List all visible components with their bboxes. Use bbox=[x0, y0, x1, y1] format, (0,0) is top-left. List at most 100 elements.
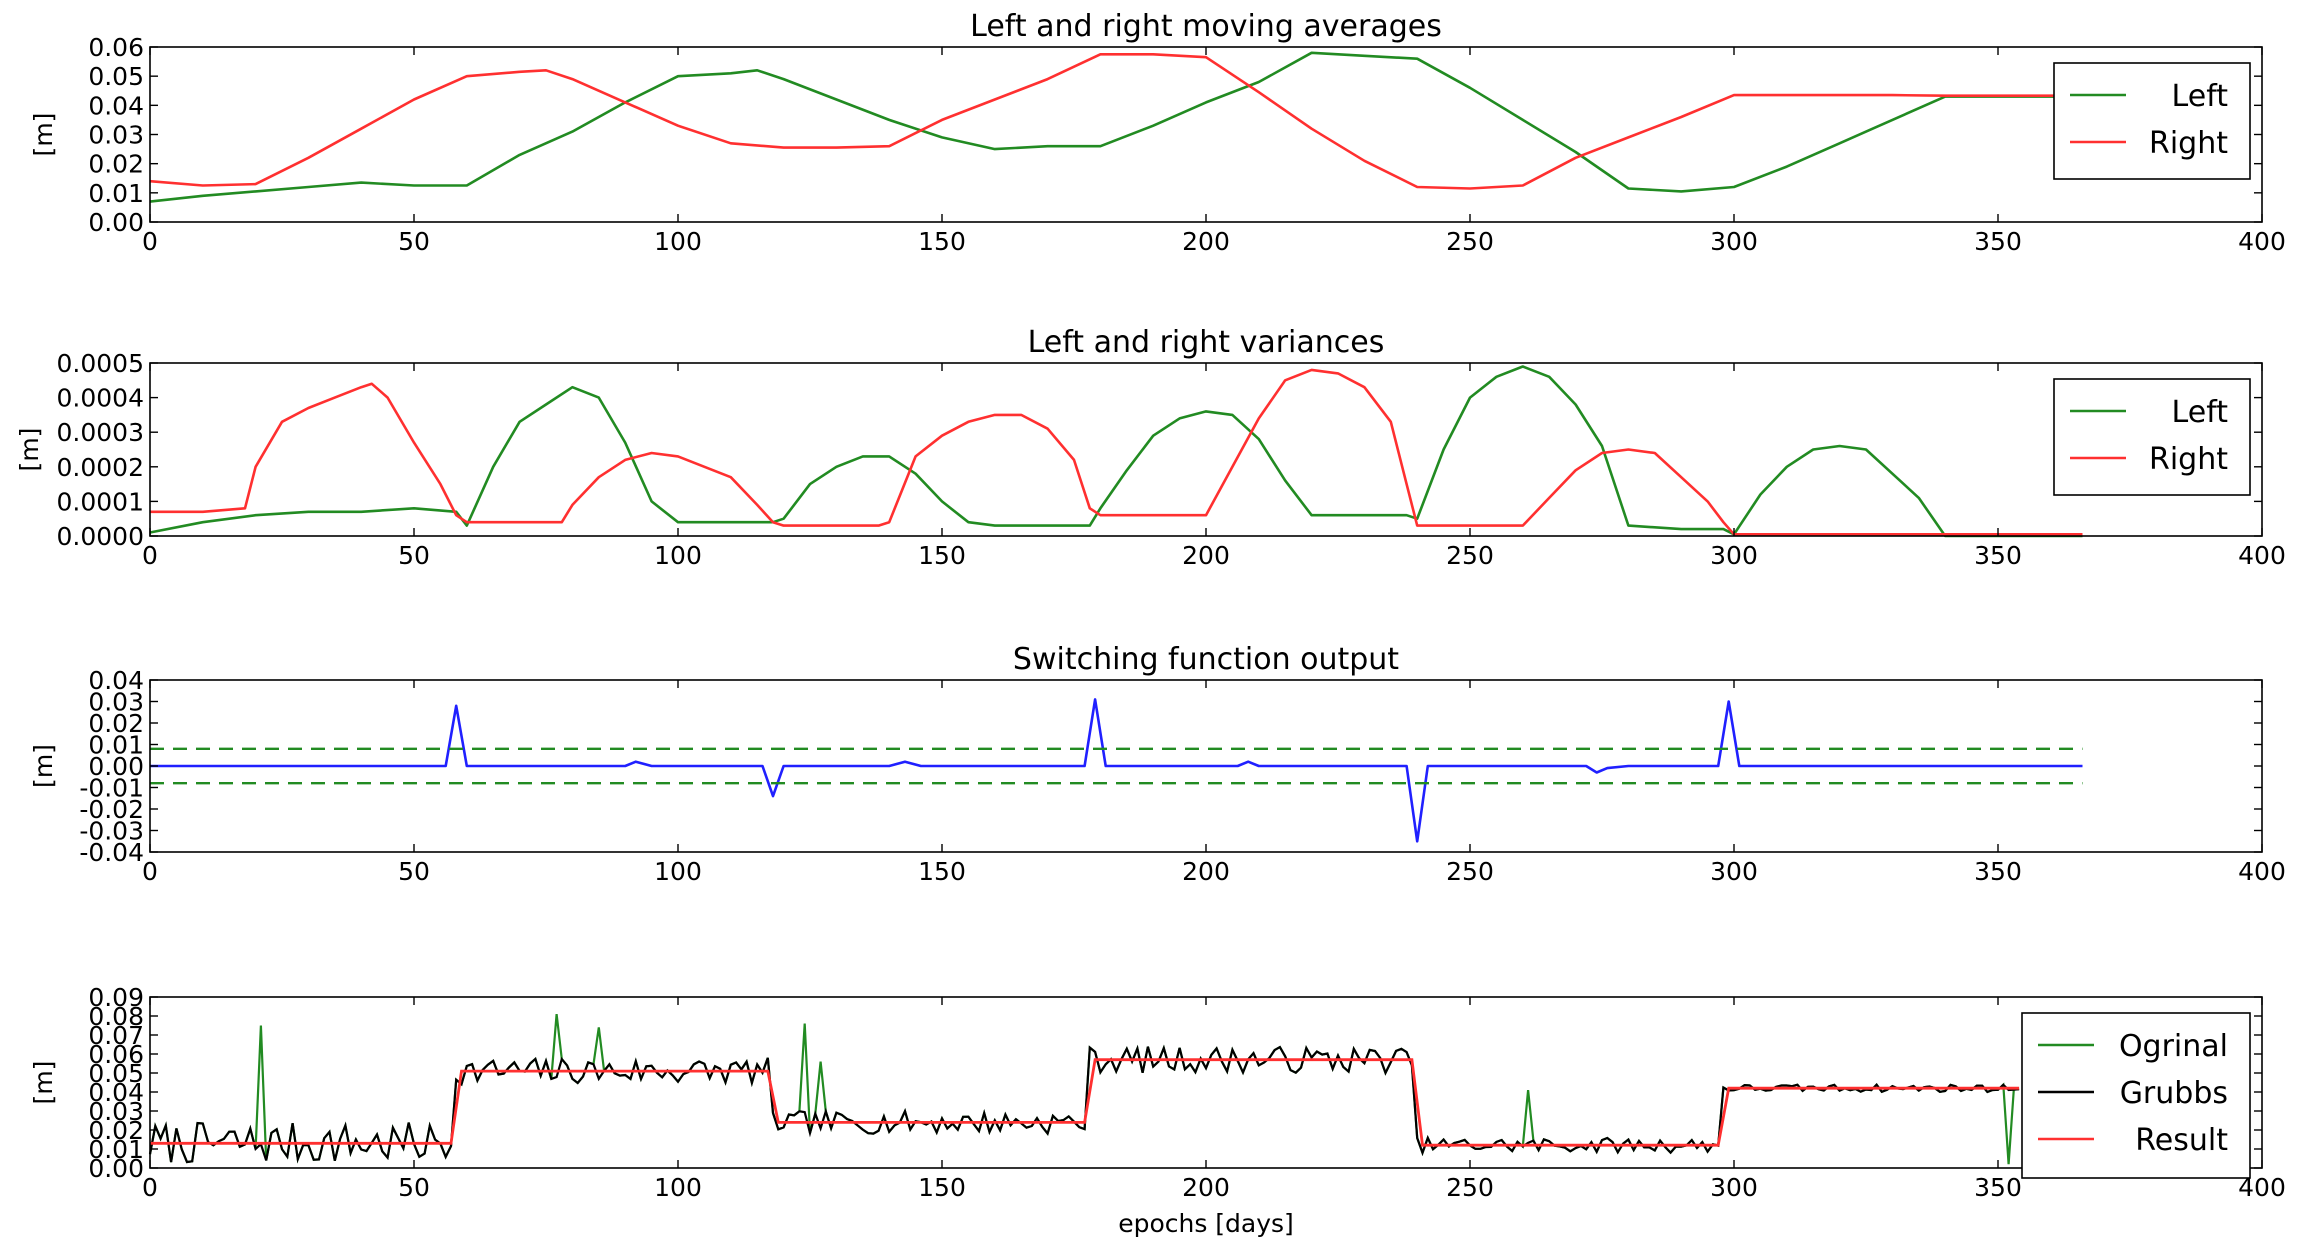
y-axis-label: [m] bbox=[15, 428, 44, 472]
y-tick-label: 0.08 bbox=[88, 1002, 144, 1031]
x-tick-label: 0 bbox=[142, 857, 158, 886]
x-tick-label: 400 bbox=[2238, 857, 2286, 886]
series-group bbox=[149, 365, 2083, 538]
y-axis: 0.000.010.020.030.040.050.060.070.080.09 bbox=[88, 983, 2262, 1183]
legend-label-left: Left bbox=[2172, 79, 2229, 114]
x-axis: 0 50 100 150 200 250 300 350 400 bbox=[142, 47, 2286, 256]
y-tick-label: 0.09 bbox=[88, 983, 144, 1012]
legend-box bbox=[2021, 1012, 2251, 1179]
x-tick-label: 0 bbox=[142, 227, 158, 256]
x-tick-label: 50 bbox=[398, 227, 430, 256]
series-line-grubbs bbox=[148, 1044, 2020, 1164]
y-tick-label: 0.00 bbox=[88, 752, 144, 781]
legend: Left Right bbox=[2053, 378, 2251, 496]
y-tick-label: 0.03 bbox=[88, 688, 144, 717]
x-axis-label: epochs [days] bbox=[1118, 1209, 1294, 1238]
y-tick-label: 0.04 bbox=[88, 1078, 144, 1107]
y-tick-label: -0.03 bbox=[79, 817, 144, 846]
x-tick-label: 50 bbox=[398, 541, 430, 570]
y-axis-label: [m] bbox=[29, 1061, 58, 1105]
series-line-right bbox=[150, 368, 2083, 536]
y-tick-label: 0.0002 bbox=[57, 453, 144, 482]
legend-label-result: Result bbox=[2135, 1123, 2228, 1158]
y-tick-label: 0.04 bbox=[88, 91, 144, 120]
chart-panel-2: Left and right variances 0 50 100 150 200 250 3… bbox=[15, 325, 2286, 570]
x-tick-label: 50 bbox=[398, 1173, 430, 1202]
y-tick-label: -0.04 bbox=[79, 838, 144, 867]
x-tick-label: 200 bbox=[1182, 541, 1230, 570]
x-tick-label: 150 bbox=[918, 1173, 966, 1202]
chart-panel-4: 0 50 100 150 200 250 300 350 4000.000.010.020.03… bbox=[29, 983, 2286, 1238]
x-tick-label: 200 bbox=[1182, 227, 1230, 256]
y-tick-label: 0.02 bbox=[88, 150, 144, 179]
legend-label-right: Right bbox=[2149, 126, 2228, 161]
x-tick-label: 350 bbox=[1974, 227, 2022, 256]
y-tick-label: -0.01 bbox=[79, 774, 144, 803]
legend-box bbox=[2053, 62, 2251, 180]
y-tick-label: 0.01 bbox=[88, 731, 144, 760]
y-tick-label: 0.05 bbox=[88, 62, 144, 91]
series-line-switching bbox=[150, 698, 2083, 843]
x-tick-label: 300 bbox=[1710, 1173, 1758, 1202]
x-tick-label: 150 bbox=[918, 541, 966, 570]
x-tick-label: 100 bbox=[654, 227, 702, 256]
y-tick-label: 0.0003 bbox=[57, 418, 144, 447]
x-tick-label: 350 bbox=[1974, 1173, 2022, 1202]
x-tick-label: 250 bbox=[1446, 227, 1494, 256]
x-tick-label: 400 bbox=[2238, 227, 2286, 256]
y-axis: 0.000.010.020.030.040.050.06 bbox=[88, 33, 2262, 237]
chart-panel-3: Switching function output 0 50 100 150 200 250… bbox=[29, 642, 2286, 886]
series-group bbox=[150, 698, 2083, 843]
y-tick-label: 0.00 bbox=[88, 208, 144, 237]
legend-label-grubbs: Grubbs bbox=[2120, 1076, 2228, 1111]
y-tick-label: 0.05 bbox=[88, 1059, 144, 1088]
y-tick-label: 0.0000 bbox=[57, 522, 144, 551]
y-axis: 0.0000 0.0001 0.0002 0.0003 0.0004 0.0005 bbox=[57, 349, 2262, 551]
legend: Ogrinal Grubbs Result bbox=[2021, 1012, 2251, 1179]
x-axis: 0 50 100 150 200 250 300 350 400 bbox=[142, 363, 2286, 570]
x-tick-label: 350 bbox=[1974, 541, 2022, 570]
chart-title: Switching function output bbox=[1013, 642, 1399, 677]
y-tick-label: 0.02 bbox=[88, 709, 144, 738]
plot-frame bbox=[149, 362, 2263, 537]
y-tick-label: 0.02 bbox=[88, 1116, 144, 1145]
x-tick-label: 100 bbox=[654, 541, 702, 570]
x-tick-label: 150 bbox=[918, 227, 966, 256]
y-tick-label: 0.0001 bbox=[57, 487, 144, 516]
x-tick-label: 200 bbox=[1182, 1173, 1230, 1202]
y-tick-label: -0.02 bbox=[79, 795, 144, 824]
x-tick-label: 350 bbox=[1974, 857, 2022, 886]
x-tick-label: 300 bbox=[1710, 857, 1758, 886]
y-tick-label: 0.0005 bbox=[57, 349, 144, 378]
y-tick-label: 0.07 bbox=[88, 1021, 144, 1050]
x-tick-label: 250 bbox=[1446, 541, 1494, 570]
y-axis-label: [m] bbox=[29, 744, 58, 788]
legend-label-right: Right bbox=[2149, 442, 2228, 477]
x-tick-label: 300 bbox=[1710, 541, 1758, 570]
legend-label-left: Left bbox=[2172, 395, 2229, 430]
series-line-result bbox=[150, 1058, 2020, 1147]
y-tick-label: 0.01 bbox=[88, 1135, 144, 1164]
x-tick-label: 100 bbox=[654, 857, 702, 886]
x-axis: 0 50 100 150 200 250 300 350 400 bbox=[142, 997, 2286, 1202]
y-tick-label: 0.03 bbox=[88, 1097, 144, 1126]
legend-box bbox=[2053, 378, 2251, 496]
series-line-left bbox=[149, 51, 2083, 203]
y-tick-label: 0.00 bbox=[88, 1154, 144, 1183]
series-line-left bbox=[149, 365, 2083, 538]
x-tick-label: 250 bbox=[1446, 1173, 1494, 1202]
x-tick-label: 50 bbox=[398, 857, 430, 886]
x-tick-label: 0 bbox=[142, 541, 158, 570]
legend-label-ogrinal: Ogrinal bbox=[2119, 1029, 2228, 1064]
x-tick-label: 150 bbox=[918, 857, 966, 886]
y-tick-label: 0.04 bbox=[88, 666, 144, 695]
x-tick-label: 100 bbox=[654, 1173, 702, 1202]
x-tick-label: 400 bbox=[2238, 541, 2286, 570]
x-tick-label: 200 bbox=[1182, 857, 1230, 886]
y-axis: -0.04-0.03-0.02-0.010.000.010.020.030.04 bbox=[79, 666, 2262, 867]
y-tick-label: 0.03 bbox=[88, 121, 144, 150]
series-group bbox=[149, 51, 2083, 203]
x-tick-label: 250 bbox=[1446, 857, 1494, 886]
chart-panel-1: Left and right moving averages 0 50 100 150 2… bbox=[29, 9, 2286, 256]
